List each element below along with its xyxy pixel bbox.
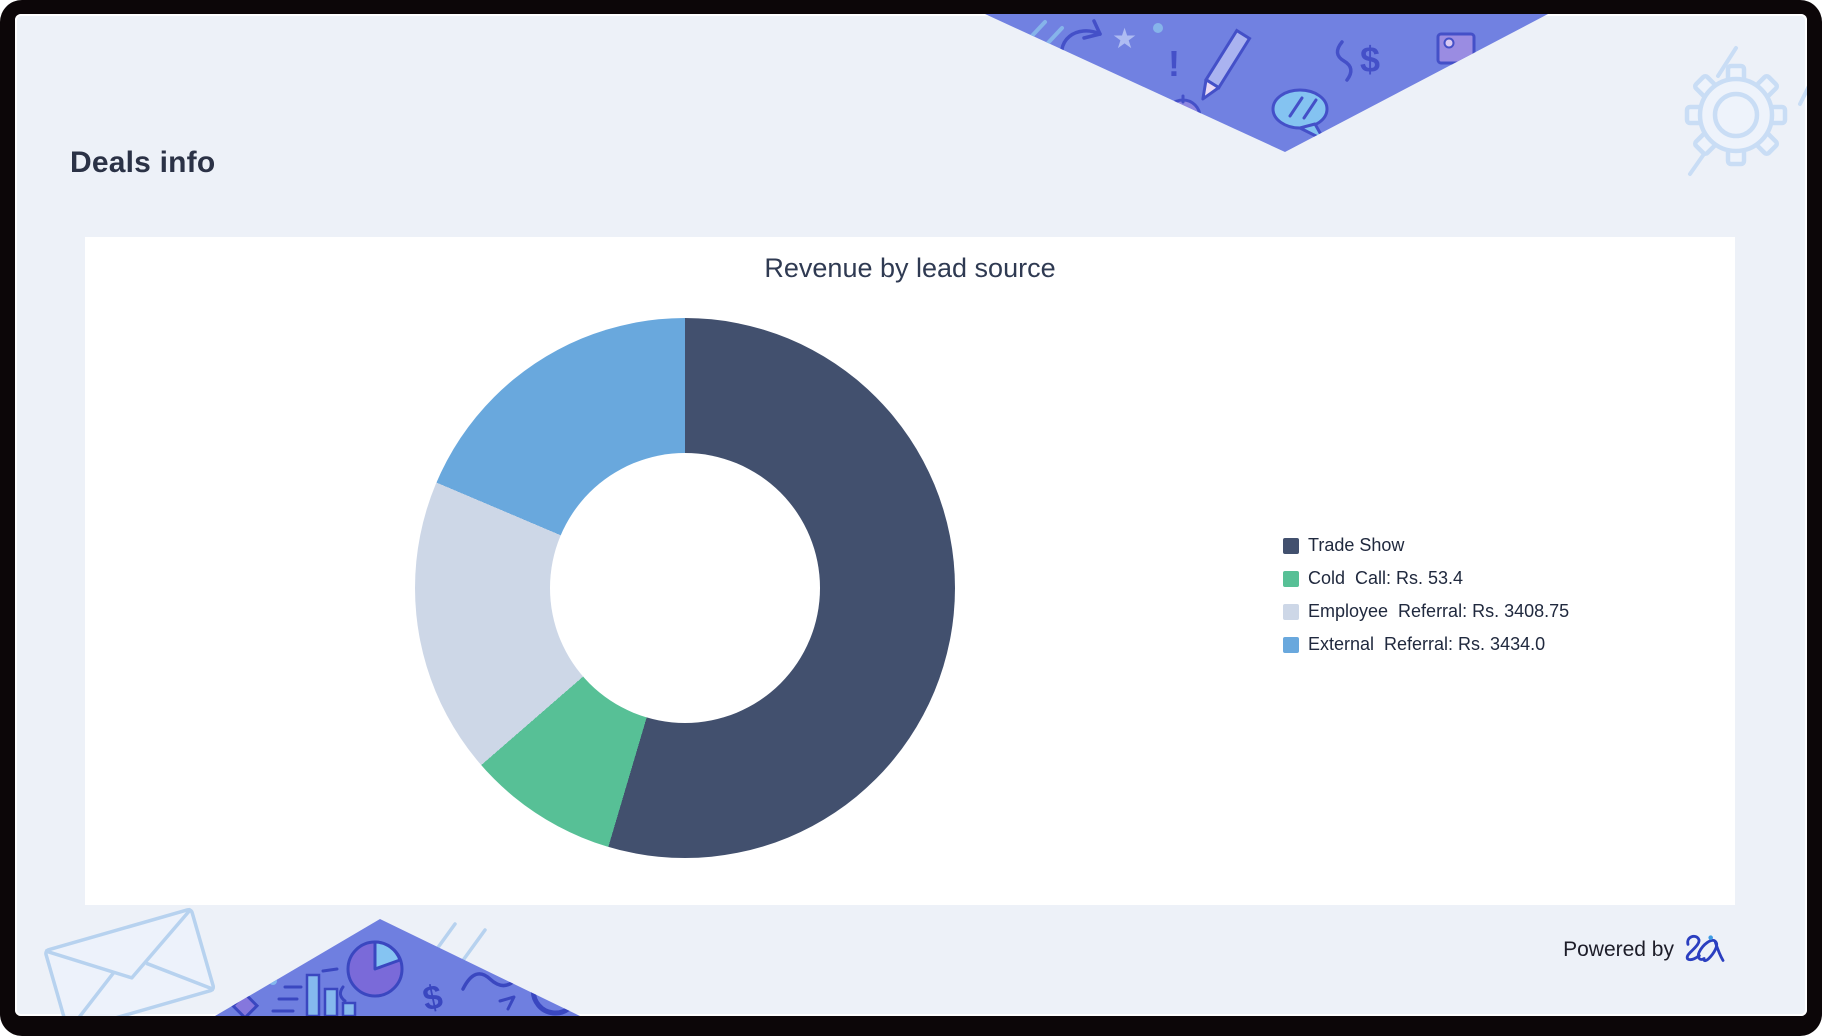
svg-text:★: ★ <box>1112 23 1137 54</box>
page-title: Deals info <box>70 146 216 179</box>
gear-outline-icon <box>1684 46 1807 176</box>
chart-legend: Trade Show Cold Call: Rs. 53.4 Employee Re… <box>1283 529 1569 661</box>
legend-label: External Referral: Rs. 3434.0 <box>1308 634 1546 654</box>
legend-color-marker <box>1283 603 1299 620</box>
svg-text:$: $ <box>419 978 445 1016</box>
zia-logo-icon <box>1685 934 1725 963</box>
svg-text:!: ! <box>1168 43 1180 84</box>
legend-color-marker <box>1283 636 1299 653</box>
powered-by-label: Powered by <box>1563 938 1674 961</box>
envelope-icon <box>44 907 487 1016</box>
doodle-triangle-top-icon: ★ ! $ <box>985 14 1548 152</box>
legend-item[interactable]: Employee Referral: Rs. 3408.75 <box>1283 595 1569 628</box>
doodle-triangle-bottom-icon: $ <box>215 919 580 1016</box>
donut-chart[interactable] <box>415 318 955 858</box>
legend-item[interactable]: Trade Show <box>1283 529 1569 562</box>
chart-card: Revenue by lead source Trade Show Cold Ca… <box>85 237 1735 905</box>
dashboard-background: ★ ! $ <box>15 14 1807 1016</box>
legend-label: Trade Show <box>1308 535 1405 555</box>
svg-text:$: $ <box>1360 39 1380 80</box>
powered-by: Powered by <box>1563 932 1729 968</box>
donut-hole <box>550 453 820 723</box>
legend-item[interactable]: External Referral: Rs. 3434.0 <box>1283 628 1569 661</box>
legend-label: Cold Call: Rs. 53.4 <box>1308 568 1464 588</box>
legend-label: Employee Referral: Rs. 3408.75 <box>1308 601 1570 621</box>
chart-title: Revenue by lead source <box>764 253 1056 283</box>
legend-color-marker <box>1283 537 1299 554</box>
legend-color-marker <box>1283 570 1299 587</box>
legend-item[interactable]: Cold Call: Rs. 53.4 <box>1283 562 1569 595</box>
